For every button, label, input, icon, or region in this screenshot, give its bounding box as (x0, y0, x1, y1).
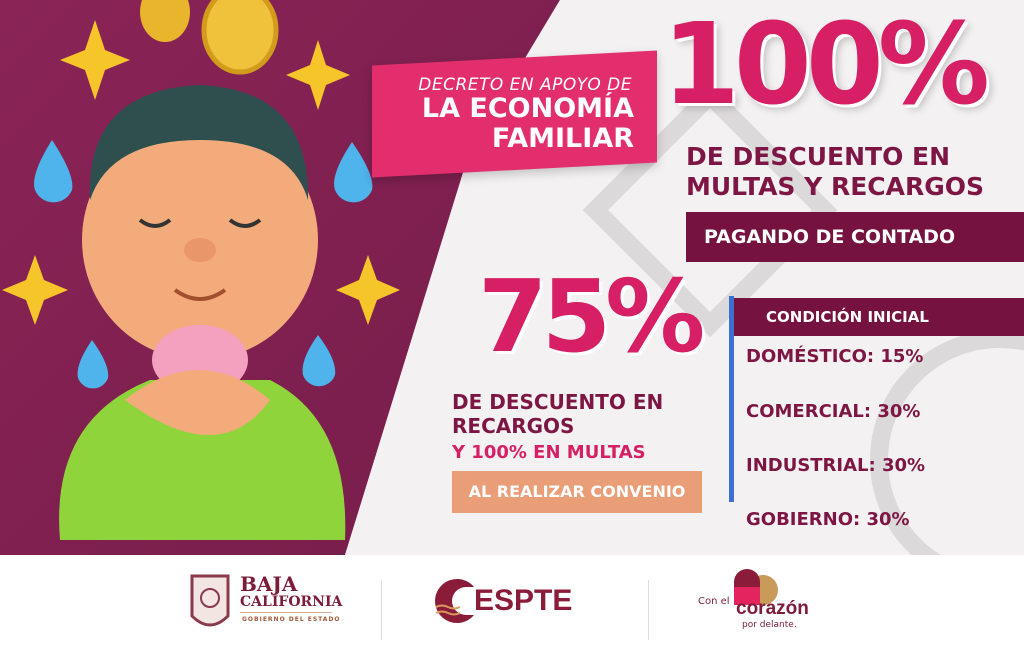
corazon-line2: corazón (736, 598, 809, 619)
description-line: RECARGOS (452, 414, 575, 438)
discount-75-percent: 75% (478, 258, 705, 375)
pagando-contado-label: PAGANDO DE CONTADO (686, 212, 1024, 262)
description-line: MULTAS Y RECARGOS (686, 172, 984, 201)
condition-item: INDUSTRIAL: 30% (746, 455, 926, 476)
banner-title-line: LA ECONOMÍA (421, 93, 634, 124)
promo-poster: DECRETO EN APOYO DE LA ECONOMÍA FAMILIAR… (0, 0, 1024, 555)
description-line: DE DESCUENTO EN (452, 390, 664, 414)
banner-subtitle: DECRETO EN APOYO DE (418, 75, 632, 95)
baja-logo-line3: GOBIERNO DEL ESTADO (242, 616, 341, 623)
discount-100-percent: 100% (662, 0, 990, 130)
banner-title-line: FAMILIAR (491, 123, 634, 154)
character-illustration (2, 0, 400, 540)
baja-logo-rule (240, 612, 332, 613)
corazon-logo-icon (734, 569, 778, 605)
footer-separator (381, 580, 382, 640)
conditions-title: CONDICIÓN INICIAL (734, 298, 1024, 336)
baja-logo-line2: CALIFORNIA (240, 594, 343, 610)
divider-line (729, 296, 734, 502)
discount-75-description: DE DESCUENTO EN RECARGOS (452, 390, 663, 438)
espte-logo-text: ESPTE (474, 584, 573, 617)
espte-logo-icon (435, 579, 474, 623)
banner-title: LA ECONOMÍA FAMILIAR (422, 94, 634, 154)
convenio-label: AL REALIZAR CONVENIO (452, 471, 702, 513)
condition-item: COMERCIAL: 30% (746, 401, 921, 422)
corazon-line1: Con el (698, 596, 730, 607)
discount-100-description: DE DESCUENTO EN MULTAS Y RECARGOS (686, 142, 984, 202)
sparkle-icon (2, 20, 400, 325)
water-drop-icon (34, 140, 373, 389)
description-line: DE DESCUENTO EN (686, 142, 951, 171)
multas-note: Y 100% EN MULTAS (452, 442, 646, 463)
corazon-line3: por delante. (742, 620, 797, 630)
footer-separator (648, 580, 649, 640)
condition-item: DOMÉSTICO: 15% (746, 346, 924, 367)
baja-logo-line1: BAJA (240, 572, 298, 596)
coin-icon (140, 0, 279, 75)
baja-california-seal-icon (190, 574, 230, 627)
condition-item: GOBIERNO: 30% (746, 509, 910, 530)
